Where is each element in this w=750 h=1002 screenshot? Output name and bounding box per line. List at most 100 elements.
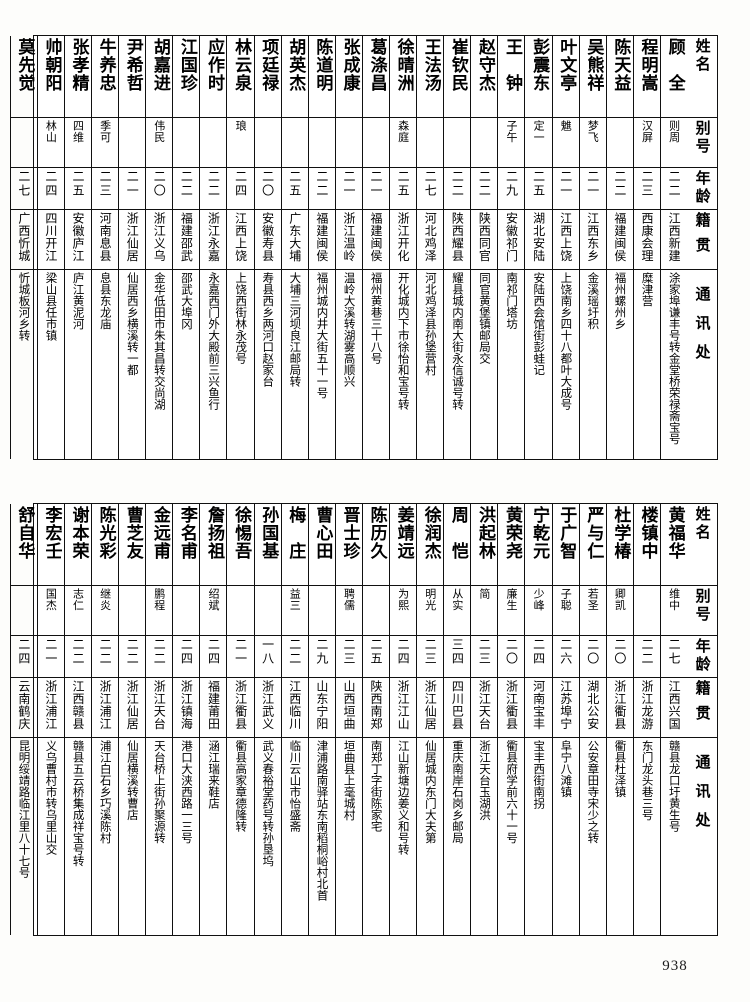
value-native: 河南宝丰 <box>531 680 546 730</box>
value-addr: 公安章田寺宋少之转 <box>586 740 601 844</box>
value-name: 于广智 <box>556 506 577 560</box>
value-age: 二五 <box>369 638 384 666</box>
cell-addr: 宝丰西街南拐 <box>525 738 551 935</box>
cell-alias <box>308 118 335 168</box>
cell-alias: 鹏程 <box>146 586 173 636</box>
person-column-周恺[interactable]: 周 恺从实 三四 四川巴县 重庆南岸石岗乡邮局 <box>443 504 471 935</box>
cell-addr: 福州螺州乡 <box>607 270 633 459</box>
cell-age: 二四 <box>10 636 37 678</box>
cell-addr: 垣曲县上毫城村 <box>336 738 362 935</box>
person-column-谢本荣[interactable]: 谢本荣 志仁 二二 江西赣县 赣县五云桥集成祥宝号转 <box>63 504 91 935</box>
person-column-严与仁[interactable]: 严与仁 若圣 二〇 湖北公安 公安章田寺宋少之转 <box>578 504 606 935</box>
value-age: 二二 <box>125 638 140 666</box>
value-addr: 衢县杜泽镇 <box>613 740 628 798</box>
person-column-詹扬祖[interactable]: 詹扬祖 绍斌 二四 福建莆田 涵江瑞来鞋店 <box>199 504 227 935</box>
cell-native: 浙江天台 <box>146 678 173 738</box>
cell-addr: 安陆西会馆街彭蛙记 <box>525 270 551 459</box>
cell-name: 吴熊祥 <box>579 36 606 118</box>
person-column-葛涤昌[interactable]: 葛涤昌 二一 福建闽侯 福州黄巷三十八号 <box>361 36 389 459</box>
value-age: 二七 <box>667 638 682 666</box>
cell-age: 二一 <box>552 168 579 210</box>
person-column-胡英杰[interactable]: 胡英杰 二五 广东大埔 大埔三河坝良江邮局转 <box>280 36 308 459</box>
value-age: 二四 <box>206 638 221 666</box>
value-name: 彭震东 <box>529 38 550 92</box>
value-native: 西康会理 <box>639 212 654 262</box>
person-column-项廷禄[interactable]: 项廷禄 二〇 安徽寿县 寿县西乡两河口赵家台 <box>253 36 281 459</box>
person-column-晋士珍[interactable]: 晋士珍 聘儒 二三 山西垣曲 垣曲县上毫城村 <box>334 504 362 935</box>
person-column-孙国基[interactable]: 孙国基 一八 浙江武义 武义春裕堂药号转孙垦坞 <box>253 504 281 935</box>
value-name: 牛养忠 <box>95 38 116 92</box>
person-column-胡嘉进[interactable]: 胡嘉进 伟民 二〇 浙江义乌 金华低田市朱其昌转交尚湖 <box>145 36 173 459</box>
person-column-金远甫[interactable]: 金远甫 鹏程 二二 浙江天台 天台桥上街孙聚源转 <box>145 504 173 935</box>
person-column-顾全[interactable]: 顾 全则周 二二 江西新建 涂家埠谦丰号转金堂桥荣禄斋宝号 <box>659 36 687 459</box>
person-column-程明嵩[interactable]: 程明嵩 汉屏 二三 西康会理 糜津营 <box>632 36 660 459</box>
person-column-洪起林[interactable]: 洪起林简二三 浙江天台 浙江天台玉湖洪 <box>470 504 498 935</box>
value-addr: 福州城内井大街五十一号 <box>315 272 330 399</box>
person-column-赵守杰[interactable]: 赵守杰 二二 陕西同官 同官黄堡镇邮局交 <box>470 36 498 459</box>
value-addr: 息县东龙庙 <box>98 272 113 330</box>
value-name: 周 恺 <box>447 506 468 560</box>
value-native: 浙江龙游 <box>639 680 654 730</box>
person-column-叶文亭[interactable]: 叶文亭魋二一 江西上饶 上饶南乡四十八都叶大成号 <box>551 36 579 459</box>
person-column-帅朝阳[interactable]: 帅朝阳 林山 二四 四川开江 梁山县任市镇 <box>36 36 64 459</box>
value-name: 江国珍 <box>176 38 197 92</box>
person-column-王法汤[interactable]: 王法汤 二七 河北鸡泽 河北鸡泽县孙堡营村 <box>416 36 444 459</box>
value-native: 云南鹤庆 <box>16 680 31 730</box>
person-column-陈光彩[interactable]: 陈光彩 继炎 二二 浙江浦江 浦江白石乡巧溪陈村 <box>90 504 119 935</box>
person-column-陈历久[interactable]: 陈历久 二五 陕西南郑 南郑丁字街陈家宅 <box>361 504 389 935</box>
person-column-于广智[interactable]: 于广智 子聪 二六 江苏埠宁 阜宁八滩镇 <box>551 504 579 935</box>
cell-native: 山东宁阳 <box>308 678 335 738</box>
person-column-江国珍[interactable]: 江国珍 二二 福建邵武 邵武大埠冈 <box>172 36 200 459</box>
person-column-楼镇中[interactable]: 楼镇中 二二 浙江龙游 东门龙头巷三号 <box>632 504 660 935</box>
cell-addr: 福州黄巷三十八号 <box>363 270 389 459</box>
cell-native: 浙江武义 <box>254 678 281 738</box>
person-column-张成康[interactable]: 张成康 二一 浙江温岭 温岭大溪转湖雾高顺兴 <box>334 36 362 459</box>
cell-name: 周 恺 <box>444 504 471 586</box>
value-native: 安徽寿县 <box>260 212 275 262</box>
person-column-林云泉[interactable]: 林云泉琅二四 江西上饶 上饶西街林永茂号 <box>226 36 254 459</box>
person-column-彭震东[interactable]: 彭震东 定一 二五 湖北安陆 安陆西会馆街彭蛙记 <box>524 36 552 459</box>
person-column-吴熊祥[interactable]: 吴熊祥 梦飞 二一 江西东乡 金溪瑶圩积 <box>578 36 606 459</box>
person-column-曹芝友[interactable]: 曹芝友 二二 浙江仙居 仙居横溪转曹店 <box>118 504 146 935</box>
person-column-黄福华[interactable]: 黄福华 维中 二七 江西兴国 赣县龙口圩黄生号 <box>659 504 687 935</box>
person-column-应作时[interactable]: 应作时 二二 浙江永嘉 永嘉西门外大殿前三兴鱼行 <box>199 36 227 459</box>
value-alias: 魋 <box>559 120 573 132</box>
person-column-王钟[interactable]: 王 钟子午 二九 安徽祁门 南祁门塔坊 <box>497 36 525 459</box>
value-age: 二四 <box>233 170 248 198</box>
cell-native: 云南鹤庆 <box>10 678 37 738</box>
cell-alias <box>633 586 660 636</box>
person-column-梅庄[interactable]: 梅 庄益三 二二 江西临川 临川云山市怡盛斋 <box>280 504 308 935</box>
person-column-李宏壬[interactable]: 李宏壬 国杰 二一 浙江浦江 义乌曹村市转乌里山交 <box>36 504 64 935</box>
person-column-崔钦民[interactable]: 崔钦民 二二 陕西耀县 耀县城内南大街永信诚号转 <box>443 36 471 459</box>
person-column-徐润杰[interactable]: 徐润杰 明光 二三 浙江仙居 仙居城内东门大夫第 <box>416 504 444 935</box>
cell-native: 江西上饶 <box>552 210 579 270</box>
value-age: 二五 <box>287 170 302 198</box>
cell-age: 二二 <box>200 168 227 210</box>
person-column-徐晴洲[interactable]: 徐晴洲 森庭 二五 浙江开化 开化城内下市徐怡和宝号转 <box>388 36 417 459</box>
person-column-徐惕吾[interactable]: 徐惕吾 二一 浙江衢县 衢县高家章德隆转 <box>226 504 254 935</box>
value-age: 二二 <box>667 170 682 198</box>
value-addr: 浦江白石乡巧溪陈村 <box>98 740 113 844</box>
roster-table-top: 姓名 别号 年龄 籍贯 通讯处顾 全则周 二二 江西新建 涂家埠谦丰号转金堂桥荣禄斋宝号 程明嵩… <box>9 35 718 460</box>
person-column-杜学椿[interactable]: 杜学椿 卿凯 二〇 浙江衢县 衢县杜泽镇 <box>605 504 633 935</box>
cell-native: 江西上饶 <box>227 210 254 270</box>
person-column-牛养忠[interactable]: 牛养忠 季可 二三 河南息县 息县东龙庙 <box>90 36 119 459</box>
person-column-舒自华[interactable]: 舒自华 二四 云南鹤庆 昆明绥靖路临江里八十七号 <box>9 504 37 935</box>
cell-alias <box>417 118 444 168</box>
person-column-黄荣尧[interactable]: 黄荣尧 廉生 二〇 浙江衢县 衢县府学前六十一号 <box>497 504 525 935</box>
person-column-曹心田[interactable]: 曹心田 二九 山东宁阳 津浦路南驿站东南稻桐峪村北首 <box>307 504 335 935</box>
person-column-陈道明[interactable]: 陈道明 二二 福建闽侯 福州城内井大街五十一号 <box>307 36 335 459</box>
value-alias: 若圣 <box>586 588 600 611</box>
value-addr: 开化城内下市徐怡和宝号转 <box>396 272 411 410</box>
person-column-宁乾元[interactable]: 宁乾元 少峰 二四 河南宝丰 宝丰西街南拐 <box>524 504 552 935</box>
person-column-莫先觉[interactable]: 莫先觉 二七 广西忻城 忻城板河乡转 <box>9 36 37 459</box>
cell-age: 二五 <box>362 636 389 678</box>
person-column-李名甫[interactable]: 李名甫 二四 浙江镇海 港口大浃西路一三号 <box>172 504 200 935</box>
value-age: 二二 <box>639 638 654 666</box>
person-column-尹希哲[interactable]: 尹希哲 二一 浙江仙居 仙居西乡横溪转一都 <box>118 36 146 459</box>
cell-addr: 天台桥上街孙聚源转 <box>146 738 172 935</box>
person-column-张孝精[interactable]: 张孝精 四维 二五 安徽庐江 庐江黄泥河 <box>63 36 91 459</box>
person-column-姜靖远[interactable]: 姜靖远 为熙 二四 浙江江山 江山新塘边姜义和号转 <box>388 504 417 935</box>
cell-alias: 梦飞 <box>579 118 606 168</box>
person-column-陈天益[interactable]: 陈天益 二二 福建闽侯 福州螺州乡 <box>605 36 633 459</box>
